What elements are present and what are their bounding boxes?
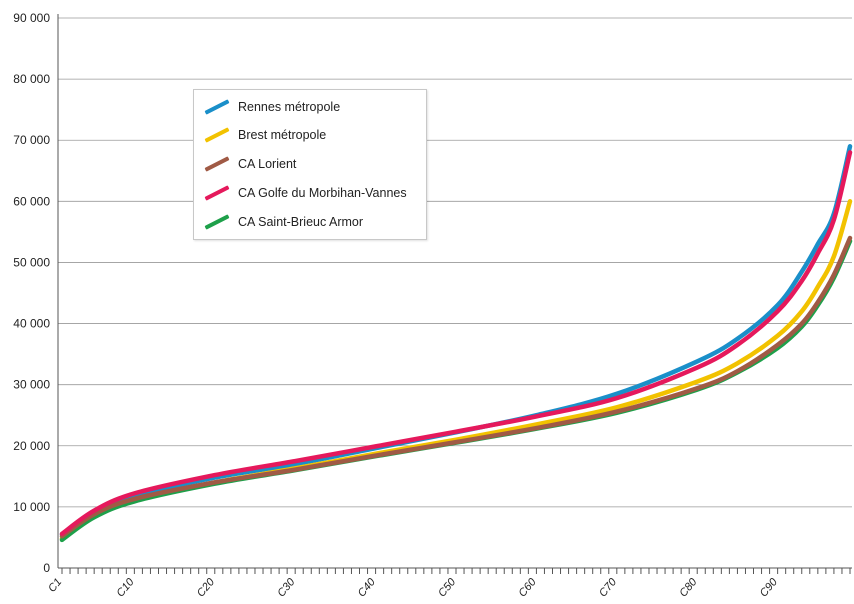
y-tick-label: 70 000 [13,133,50,147]
legend-swatch [204,99,230,115]
y-tick-label: 80 000 [13,72,50,86]
y-tick-label: 60 000 [13,194,50,208]
legend-item-saint-brieuc: CA Saint-Brieuc Armor [194,209,363,235]
x-tick-label: C40 [356,576,379,600]
legend-label: Rennes métropole [238,100,341,114]
gridlines [58,17,852,508]
x-tick-label: C80 [677,576,700,600]
x-tick-label: C1 [46,576,64,594]
legend-swatch [204,214,230,230]
y-tick-label: 40 000 [13,317,50,331]
y-tick-label: 30 000 [13,378,50,392]
series-line [59,238,853,543]
x-tick-label: C90 [758,576,781,600]
x-tick-label: C10 [114,576,137,600]
legend-item-vannes: CA Golfe du Morbihan-Vannes [194,180,407,206]
x-tick-label: C30 [275,576,298,600]
x-tick-label: C70 [597,576,620,600]
y-tick-label: 90 000 [13,11,50,25]
x-tick-label: C20 [195,576,218,600]
y-tick-label: 20 000 [13,439,50,453]
y-axis-labels: 0 10 000 20 000 30 000 40 000 50 000 60 000 70 … [13,11,50,575]
y-tick-label: 0 [43,561,50,575]
legend-swatch [204,185,230,201]
legend-label: CA Golfe du Morbihan-Vannes [238,186,407,200]
x-tick-label: C50 [436,576,459,600]
series-line [59,235,853,539]
y-tick-label: 10 000 [13,500,50,514]
x-tick-label: C60 [517,576,540,600]
legend-label: CA Lorient [238,157,297,171]
legend-item-rennes: Rennes métropole [194,94,340,120]
y-tick-label: 50 000 [13,255,50,269]
legend-item-lorient: CA Lorient [194,151,296,177]
legend-swatch [204,156,230,172]
series-line [59,144,853,537]
series-lines [59,144,853,543]
legend-label: CA Saint-Brieuc Armor [238,215,364,229]
legend-item-brest: Brest métropole [194,122,326,148]
series-line [59,150,853,537]
x-axis: C1 C10 C20 C30 C40 C50 C60 C70 C80 C90 [46,14,852,599]
legend-swatch [204,127,230,143]
legend: Rennes métropole Brest métropole CA Lori… [193,89,427,240]
legend-label: Brest métropole [238,128,327,142]
